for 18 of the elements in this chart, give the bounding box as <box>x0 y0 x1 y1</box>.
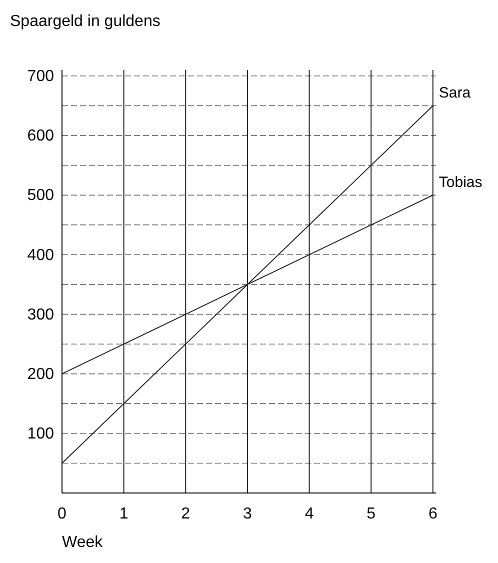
x-axis-title: Week <box>62 534 104 551</box>
x-tick-label: 3 <box>243 505 252 522</box>
x-tick-label: 1 <box>119 505 128 522</box>
y-tick-label: 100 <box>27 426 54 443</box>
x-tick-label: 4 <box>304 505 314 522</box>
y-tick-label: 300 <box>27 306 54 324</box>
y-tick-label: 500 <box>27 187 54 204</box>
y-tick-label: 200 <box>27 366 54 383</box>
x-tick-label: 6 <box>428 505 438 522</box>
y-tick-label: 700 <box>27 68 54 86</box>
x-tick-label: 2 <box>181 505 190 522</box>
y-tick-label: 600 <box>27 128 54 145</box>
series-label: Tobias <box>438 174 482 192</box>
x-tick-label: 5 <box>366 505 376 522</box>
y-axis-title: Spaargeld in guldens <box>10 13 160 30</box>
y-tick-label: 400 <box>27 246 54 264</box>
series-label: Sara <box>438 84 472 102</box>
x-tick-label: 0 <box>58 505 67 522</box>
